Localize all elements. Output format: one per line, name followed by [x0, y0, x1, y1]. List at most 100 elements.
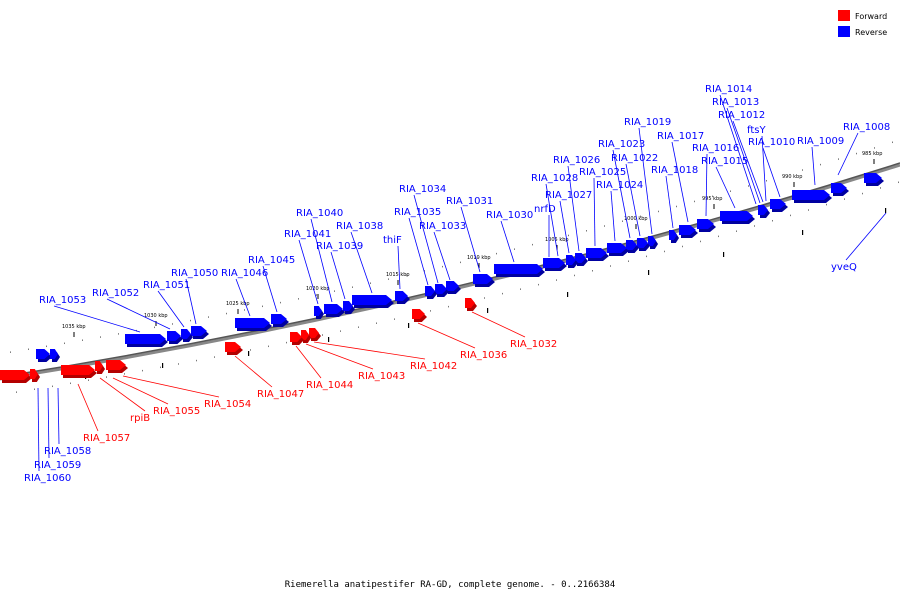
gene-name: RIA_1027 — [545, 190, 592, 201]
minor-tick — [496, 252, 497, 255]
minor-tick — [592, 270, 593, 272]
tick-label: 985 kbp — [862, 151, 882, 157]
tick-label: 990 kbp — [782, 174, 802, 180]
reverse-gene-arrow — [720, 211, 755, 224]
gene-label-ria-1043: RIA_1043 — [305, 343, 405, 382]
minor-tick — [502, 292, 503, 295]
reverse-gene-arrow — [473, 274, 495, 287]
minor-tick — [574, 274, 575, 277]
forward-gene-arrow — [290, 332, 304, 345]
legend-forward-label: Forward — [855, 12, 887, 21]
gene-name: RIA_1026 — [553, 155, 600, 166]
gene-label-ria-1013: RIA_1013 — [712, 97, 761, 204]
leader-line — [705, 153, 708, 217]
minor-tick — [334, 290, 335, 292]
leader-line — [298, 239, 319, 305]
gene-name: RIA_1057 — [83, 433, 130, 444]
minor-tick — [754, 225, 755, 227]
legend: Forward Reverse — [838, 10, 887, 37]
minor-tick — [160, 366, 161, 369]
minor-tick — [340, 330, 341, 332]
minor-tick — [250, 349, 251, 351]
gene-label-ria-1034: RIA_1034 — [399, 184, 446, 284]
gene-label-ria-1050: RIA_1050 — [171, 268, 218, 325]
minor-tick — [322, 334, 323, 336]
minor-tick — [610, 265, 611, 267]
forward-gene-arrow — [301, 330, 311, 343]
gene-label-ria-1059: RIA_1059 — [34, 387, 81, 471]
gene-label-ria-1012: RIA_1012 — [718, 110, 765, 203]
gene-name: RIA_1044 — [306, 380, 353, 391]
leader-line — [350, 231, 373, 294]
leader-line — [185, 278, 197, 325]
minor-tick — [772, 219, 773, 222]
minor-tick — [316, 294, 317, 296]
forward-gene-arrow — [61, 365, 97, 378]
gene-name: RIA_1059 — [34, 460, 81, 471]
minor-tick — [736, 230, 737, 232]
minor-tick — [430, 310, 431, 312]
minor-tick — [460, 261, 461, 264]
gene-label-ria-1053: RIA_1053 — [39, 295, 141, 333]
minor-tick — [46, 345, 47, 348]
tick-label: 1025 kbp — [226, 301, 250, 307]
reverse-gene-arrow — [543, 258, 567, 271]
leader-line — [726, 107, 761, 204]
reverse-gene-arrow — [446, 281, 461, 294]
lower-tick — [328, 337, 330, 342]
leader-line — [408, 217, 429, 286]
gene-body — [669, 230, 677, 240]
minor-tick — [682, 245, 683, 248]
gene-body — [435, 284, 447, 294]
leader-line — [665, 175, 674, 229]
minor-tick — [748, 185, 749, 187]
minor-tick — [442, 265, 443, 268]
reverse-gene-arrow — [181, 329, 193, 342]
gene-body — [720, 211, 753, 221]
gene-label-ria-1045: RIA_1045 — [248, 255, 295, 313]
minor-tick — [856, 152, 857, 155]
minor-tick — [52, 385, 53, 388]
leader-line — [762, 147, 781, 198]
minor-tick — [226, 312, 227, 315]
lower-tick — [723, 252, 725, 257]
minor-tick — [784, 174, 785, 177]
gene-body — [50, 349, 58, 359]
gene-name: nrfD — [534, 204, 556, 215]
gene-body — [758, 205, 768, 215]
gene-name: RIA_1039 — [316, 241, 363, 252]
leader-line — [761, 135, 767, 202]
gene-name: RIA_1058 — [44, 446, 91, 457]
gene-label-ria-1008: RIA_1008 — [837, 122, 890, 176]
lower-tick — [648, 270, 650, 275]
forward-gene-arrow — [0, 370, 32, 383]
forward-gene-arrow — [225, 342, 243, 355]
gene-name: RIA_1022 — [611, 153, 658, 164]
gene-label-ria-1046: RIA_1046 — [221, 268, 268, 317]
forward-gene-arrow — [309, 328, 321, 341]
gene-body — [626, 240, 637, 250]
gene-label-ria-1032: RIA_1032 — [471, 311, 557, 350]
gene-name: RIA_1024 — [596, 180, 643, 191]
leader-line — [610, 190, 616, 242]
minor-tick — [898, 181, 899, 184]
gene-name: RIA_1025 — [579, 167, 626, 178]
leader-line — [837, 132, 859, 176]
gene-label-ria-1022: RIA_1022 — [611, 153, 658, 237]
gene-name: RIA_1008 — [843, 122, 890, 133]
genome-caption: Riemerella anatipestifer RA-GD, complete… — [285, 580, 616, 590]
gene-body — [167, 331, 181, 341]
leader-line — [433, 231, 451, 281]
reverse-gene-arrow — [271, 314, 289, 327]
reverse-gene-arrow — [235, 318, 272, 331]
leader-line — [295, 345, 322, 379]
minor-tick — [268, 345, 269, 348]
reverse-gene-arrow — [50, 349, 60, 362]
gene-name: RIA_1046 — [221, 268, 268, 279]
gene-name: RIA_1042 — [410, 361, 457, 372]
tick-label: 995 kbp — [702, 196, 722, 202]
minor-tick — [142, 369, 143, 372]
minor-tick — [64, 342, 65, 345]
leader-line — [811, 146, 816, 186]
gene-label-ria-1033: RIA_1033 — [419, 221, 466, 281]
